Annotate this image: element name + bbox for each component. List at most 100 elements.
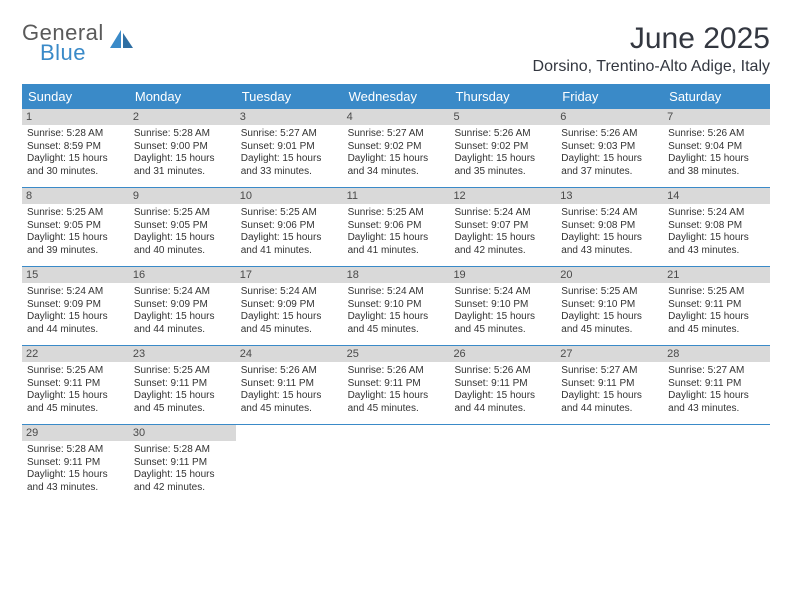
day-number: 18 — [343, 267, 450, 283]
calendar-day: 3Sunrise: 5:27 AMSunset: 9:01 PMDaylight… — [236, 109, 343, 187]
day-details: Sunrise: 5:25 AMSunset: 9:06 PMDaylight:… — [241, 207, 338, 257]
calendar-day: 8Sunrise: 5:25 AMSunset: 9:05 PMDaylight… — [22, 188, 129, 266]
day-details: Sunrise: 5:25 AMSunset: 9:06 PMDaylight:… — [348, 207, 445, 257]
day-number: 13 — [556, 188, 663, 204]
day-number: 9 — [129, 188, 236, 204]
brand-text: General Blue — [22, 22, 104, 64]
day-details: Sunrise: 5:24 AMSunset: 9:07 PMDaylight:… — [454, 207, 551, 257]
dow-wednesday: Wednesday — [343, 84, 450, 109]
day-number: 6 — [556, 109, 663, 125]
calendar-day: 20Sunrise: 5:25 AMSunset: 9:10 PMDayligh… — [556, 267, 663, 345]
calendar-day: 28 Sunrise: 5:27 AMSunset: 9:11 PMDayligh… — [663, 346, 770, 424]
day-number: 28 — [663, 346, 770, 362]
day-details: Sunrise: 5:25 AMSunset: 9:11 PMDaylight:… — [668, 286, 765, 336]
day-details: Sunrise: 5:25 AMSunset: 9:05 PMDaylight:… — [134, 207, 231, 257]
calendar-day — [449, 425, 556, 503]
dow-friday: Friday — [556, 84, 663, 109]
day-details: Sunrise: 5:27 AMSunset: 9:11 PMDaylight:… — [668, 365, 765, 415]
day-number: 23 — [129, 346, 236, 362]
calendar-week: 15 Sunrise: 5:24 AMSunset: 9:09 PMDayligh… — [22, 267, 770, 346]
day-details: Sunrise: 5:24 AMSunset: 9:10 PMDaylight:… — [454, 286, 551, 336]
day-number: 14 — [663, 188, 770, 204]
calendar-day: 18 Sunrise: 5:24 AMSunset: 9:10 PMDayligh… — [343, 267, 450, 345]
day-details: Sunrise: 5:28 AMSunset: 9:11 PMDaylight:… — [27, 444, 124, 494]
day-details: Sunrise: 5:24 AMSunset: 9:08 PMDaylight:… — [561, 207, 658, 257]
day-number: 12 — [449, 188, 556, 204]
dow-monday: Monday — [129, 84, 236, 109]
calendar-day: 17 Sunrise: 5:24 AMSunset: 9:09 PMDayligh… — [236, 267, 343, 345]
dow-thursday: Thursday — [449, 84, 556, 109]
calendar-day: 19 Sunrise: 5:24 AMSunset: 9:10 PMDayligh… — [449, 267, 556, 345]
day-number: 19 — [449, 267, 556, 283]
day-number: 25 — [343, 346, 450, 362]
brand-logo: General Blue — [22, 22, 134, 64]
calendar-day: 13 Sunrise: 5:24 AMSunset: 9:08 PMDayligh… — [556, 188, 663, 266]
day-number: 4 — [343, 109, 450, 125]
calendar-day: 27 Sunrise: 5:27 AMSunset: 9:11 PMDayligh… — [556, 346, 663, 424]
day-number: 2 — [129, 109, 236, 125]
calendar-day: 25Sunrise: 5:26 AMSunset: 9:11 PMDayligh… — [343, 346, 450, 424]
day-number: 1 — [22, 109, 129, 125]
calendar-week: 8Sunrise: 5:25 AMSunset: 9:05 PMDaylight… — [22, 188, 770, 267]
calendar-day: 5Sunrise: 5:26 AMSunset: 9:02 PMDaylight… — [449, 109, 556, 187]
calendar-week: 29 Sunrise: 5:28 AMSunset: 9:11 PMDayligh… — [22, 425, 770, 503]
day-details: Sunrise: 5:24 AMSunset: 9:09 PMDaylight:… — [241, 286, 338, 336]
calendar-day: 2 Sunrise: 5:28 AMSunset: 9:00 PMDaylight… — [129, 109, 236, 187]
day-details: Sunrise: 5:26 AMSunset: 9:11 PMDaylight:… — [241, 365, 338, 415]
day-details: Sunrise: 5:24 AMSunset: 9:08 PMDaylight:… — [668, 207, 765, 257]
day-details: Sunrise: 5:27 AMSunset: 9:02 PMDaylight:… — [348, 128, 445, 178]
calendar-day — [236, 425, 343, 503]
calendar-week: 1 Sunrise: 5:28 AMSunset: 8:59 PMDaylight… — [22, 109, 770, 188]
day-details: Sunrise: 5:24 AMSunset: 9:10 PMDaylight:… — [348, 286, 445, 336]
calendar-day: 11 Sunrise: 5:25 AMSunset: 9:06 PMDayligh… — [343, 188, 450, 266]
calendar-day — [556, 425, 663, 503]
day-number: 17 — [236, 267, 343, 283]
day-number: 22 — [22, 346, 129, 362]
day-details: Sunrise: 5:28 AMSunset: 9:11 PMDaylight:… — [134, 444, 231, 494]
day-details: Sunrise: 5:28 AMSunset: 8:59 PMDaylight:… — [27, 128, 124, 178]
day-number: 15 — [22, 267, 129, 283]
header: General Blue June 2025 Dorsino, Trentino… — [22, 22, 770, 76]
day-number: 3 — [236, 109, 343, 125]
dow-header: SundayMondayTuesdayWednesdayThursdayFrid… — [22, 84, 770, 109]
day-number: 24 — [236, 346, 343, 362]
calendar-day: 23 Sunrise: 5:25 AMSunset: 9:11 PMDayligh… — [129, 346, 236, 424]
calendar-day: 16 Sunrise: 5:24 AMSunset: 9:09 PMDayligh… — [129, 267, 236, 345]
day-number: 21 — [663, 267, 770, 283]
day-details: Sunrise: 5:25 AMSunset: 9:05 PMDaylight:… — [27, 207, 124, 257]
day-details: Sunrise: 5:25 AMSunset: 9:11 PMDaylight:… — [27, 365, 124, 415]
day-details: Sunrise: 5:24 AMSunset: 9:09 PMDaylight:… — [134, 286, 231, 336]
day-number: 7 — [663, 109, 770, 125]
calendar-week: 22 Sunrise: 5:25 AMSunset: 9:11 PMDayligh… — [22, 346, 770, 425]
day-number: 16 — [129, 267, 236, 283]
day-details: Sunrise: 5:26 AMSunset: 9:03 PMDaylight:… — [561, 128, 658, 178]
calendar-day: 12 Sunrise: 5:24 AMSunset: 9:07 PMDayligh… — [449, 188, 556, 266]
calendar-body: 1 Sunrise: 5:28 AMSunset: 8:59 PMDaylight… — [22, 109, 770, 503]
calendar-day: 7 Sunrise: 5:26 AMSunset: 9:04 PMDaylight… — [663, 109, 770, 187]
calendar-day — [663, 425, 770, 503]
day-details: Sunrise: 5:26 AMSunset: 9:04 PMDaylight:… — [668, 128, 765, 178]
calendar-day: 22 Sunrise: 5:25 AMSunset: 9:11 PMDayligh… — [22, 346, 129, 424]
calendar-day: 10 Sunrise: 5:25 AMSunset: 9:06 PMDayligh… — [236, 188, 343, 266]
calendar-day: 4 Sunrise: 5:27 AMSunset: 9:02 PMDaylight… — [343, 109, 450, 187]
title-block: June 2025 Dorsino, Trentino-Alto Adige, … — [533, 22, 770, 76]
day-number: 11 — [343, 188, 450, 204]
day-details: Sunrise: 5:25 AMSunset: 9:11 PMDaylight:… — [134, 365, 231, 415]
dow-tuesday: Tuesday — [236, 84, 343, 109]
calendar-day: 15 Sunrise: 5:24 AMSunset: 9:09 PMDayligh… — [22, 267, 129, 345]
day-details: Sunrise: 5:24 AMSunset: 9:09 PMDaylight:… — [27, 286, 124, 336]
calendar-day: 29 Sunrise: 5:28 AMSunset: 9:11 PMDayligh… — [22, 425, 129, 503]
day-number: 29 — [22, 425, 129, 441]
brand-sail-icon — [110, 30, 134, 55]
calendar-day — [343, 425, 450, 503]
calendar-day: 1 Sunrise: 5:28 AMSunset: 8:59 PMDaylight… — [22, 109, 129, 187]
calendar-day: 14 Sunrise: 5:24 AMSunset: 9:08 PMDayligh… — [663, 188, 770, 266]
day-details: Sunrise: 5:25 AMSunset: 9:10 PMDaylight:… — [561, 286, 658, 336]
day-details: Sunrise: 5:28 AMSunset: 9:00 PMDaylight:… — [134, 128, 231, 178]
day-number: 30 — [129, 425, 236, 441]
day-number: 27 — [556, 346, 663, 362]
day-details: Sunrise: 5:27 AMSunset: 9:11 PMDaylight:… — [561, 365, 658, 415]
day-details: Sunrise: 5:26 AMSunset: 9:02 PMDaylight:… — [454, 128, 551, 178]
calendar-day: 24 Sunrise: 5:26 AMSunset: 9:11 PMDayligh… — [236, 346, 343, 424]
day-number: 10 — [236, 188, 343, 204]
